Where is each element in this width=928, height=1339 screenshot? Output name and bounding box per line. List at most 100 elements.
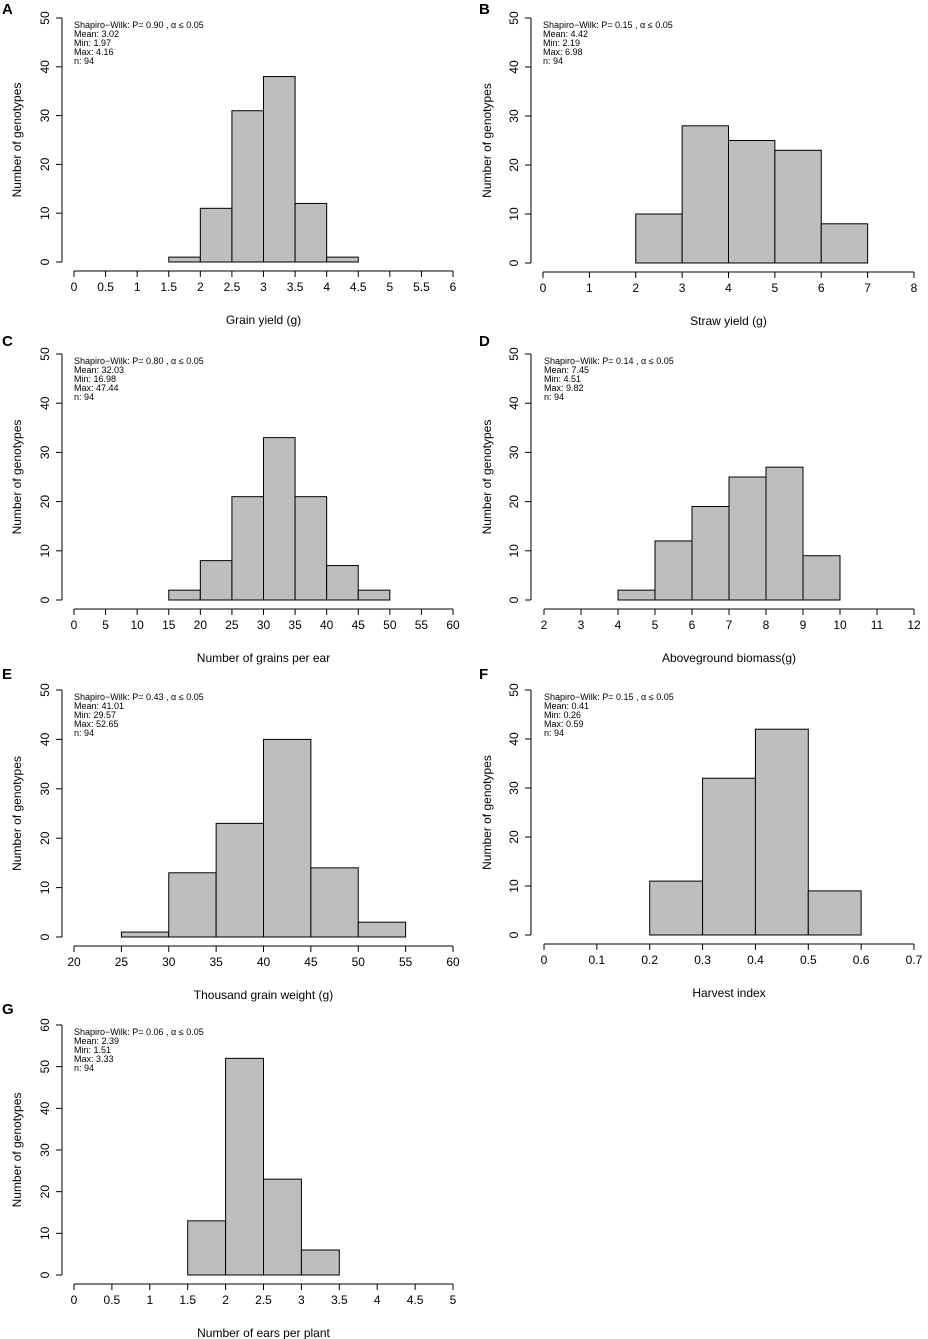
stats-line: Shapiro−Wilk: P= 0.80 , α ≤ 0.05: [74, 356, 204, 366]
histogram-bar: [635, 213, 683, 264]
y-tick-label: 10: [507, 544, 521, 558]
histogram-bar: [820, 223, 869, 264]
x-axis-label: Thousand grain weight (g): [194, 988, 333, 1002]
x-tick-label: 10: [833, 618, 847, 632]
panel-a: A 0 0.5 1 1.5 2 2.5 3 3.5 4 4.5 5 5.5 6 0 10 20 30 40 50 Gra…: [2, 1, 457, 327]
y-tick-label: 30: [507, 445, 521, 459]
x-tick-label: 7: [864, 281, 871, 295]
x-tick-label: 2: [197, 280, 204, 294]
y-tick-label: 20: [38, 495, 52, 509]
y-tick-label: 30: [38, 445, 52, 459]
histogram-bar: [168, 872, 217, 938]
histogram-bar: [649, 880, 704, 936]
x-tick-label: 45: [304, 955, 318, 969]
panel-g: G0 0.5 1 1.5 2 2.5 3 3.5 4 4.5 50102030405060Numbe…: [2, 1001, 457, 1339]
y-tick-label: 50: [38, 11, 52, 25]
x-tick-label: 7: [726, 618, 733, 632]
stats-line: Shapiro−Wilk: P= 0.06 , α ≤ 0.05: [74, 1027, 204, 1037]
x-tick-label: 45: [352, 618, 366, 632]
histogram-bar: [263, 1178, 302, 1276]
panel-letter: D: [479, 333, 490, 350]
y-tick-label: 30: [38, 1143, 52, 1157]
histogram-bar: [807, 890, 862, 936]
y-axis-label: Number of genotypes: [480, 83, 494, 198]
x-tick-label: 60: [446, 618, 460, 632]
stats-line: Min: 4.51: [544, 374, 581, 384]
y-tick-label: 40: [38, 732, 52, 746]
x-tick-label: 35: [288, 618, 302, 632]
x-tick-label: 3.5: [331, 1293, 348, 1307]
histogram-bar: [681, 125, 729, 264]
x-tick-label: 2: [541, 618, 548, 632]
x-tick-label: 0.6: [853, 953, 870, 967]
x-tick-label: 20: [67, 955, 81, 969]
x-tick-label: 30: [162, 955, 176, 969]
x-axis-label: Number of grains per ear: [197, 651, 330, 665]
stats-line: Shapiro−Wilk: P= 0.43 , α ≤ 0.05: [74, 692, 204, 702]
y-tick-label: 50: [507, 683, 521, 697]
histogram-bar: [357, 589, 391, 601]
stats-line: Max: 4.16: [74, 47, 114, 57]
x-tick-label: 50: [352, 955, 366, 969]
y-tick-label: 20: [507, 495, 521, 509]
panel-e: E 20 25 30 35 40 45 50 55 60 0 10 20 30 40 50 Thousand g…: [2, 666, 460, 1002]
x-tick-label: 1: [146, 1293, 153, 1307]
x-tick-label: 3: [298, 1293, 305, 1307]
histogram-bar: [120, 931, 170, 938]
x-tick-label: 4: [725, 281, 732, 295]
histogram-bar: [765, 466, 804, 601]
y-tick-label: 20: [38, 1185, 52, 1199]
histogram-bar: [617, 589, 656, 601]
stats-line: Min: 29.57: [74, 710, 116, 720]
y-tick-label: 30: [38, 782, 52, 796]
stats-line: n: 94: [74, 392, 94, 402]
x-tick-label: 0.5: [97, 280, 114, 294]
stats-line: Max: 3.33: [74, 1054, 114, 1064]
y-tick-label: 0: [507, 931, 521, 938]
stats-line: Mean: 32.03: [74, 365, 124, 375]
x-axis-label: Grain yield (g): [226, 313, 301, 327]
y-tick-label: 10: [38, 1226, 52, 1240]
y-axis-label: Number of genotypes: [480, 420, 494, 535]
stats-line: Max: 47.44: [74, 383, 119, 393]
panel-d: D 2 3 4 5 6 7 8 9 10 11 12 0 10 20 30 40 50 Aboveground bi…: [479, 333, 921, 665]
y-axis-label: Number of genotypes: [10, 756, 24, 871]
x-tick-label: 6: [818, 281, 825, 295]
y-tick-label: 20: [507, 158, 521, 172]
y-tick-label: 0: [507, 259, 521, 266]
panel-letter: E: [2, 666, 12, 683]
x-tick-label: 3: [679, 281, 686, 295]
histogram-bar: [326, 256, 359, 263]
y-tick-label: 0: [38, 1271, 52, 1278]
x-tick-label: 11: [871, 618, 884, 632]
x-tick-label: 0: [541, 953, 548, 967]
y-tick-label: 10: [38, 206, 52, 220]
y-tick-label: 10: [38, 544, 52, 558]
panel-c: C 0 5 10 15 20 25 30 35 40 45 50 55 60 0 10 20 30 40 50 Numb…: [2, 333, 460, 665]
stats-line: Min: 2.19: [543, 38, 580, 48]
histogram-bar: [754, 728, 809, 936]
x-tick-label: 0.5: [800, 953, 817, 967]
panel-letter: F: [479, 666, 488, 683]
histogram-bar: [802, 555, 841, 601]
panel-letter: A: [2, 1, 13, 18]
y-tick-label: 50: [507, 347, 521, 361]
panel-letter: B: [479, 1, 490, 18]
histogram-bar: [702, 777, 756, 936]
y-tick-label: 40: [38, 396, 52, 410]
x-tick-label: 0: [71, 618, 78, 632]
x-tick-label: 6: [450, 280, 457, 294]
x-tick-label: 0.7: [906, 953, 923, 967]
x-tick-label: 20: [194, 618, 208, 632]
x-tick-label: 1.5: [160, 280, 177, 294]
x-tick-label: 2.5: [224, 280, 241, 294]
y-tick-label: 10: [507, 207, 521, 221]
x-tick-label: 4: [374, 1293, 381, 1307]
y-tick-label: 40: [507, 60, 521, 74]
stats-line: Max: 0.59: [544, 719, 584, 729]
y-tick-label: 30: [38, 109, 52, 123]
histogram-bar: [310, 867, 359, 938]
stats-line: Mean: 7.45: [544, 365, 589, 375]
x-tick-label: 40: [320, 618, 334, 632]
y-axis-label: Number of genotypes: [10, 420, 24, 535]
